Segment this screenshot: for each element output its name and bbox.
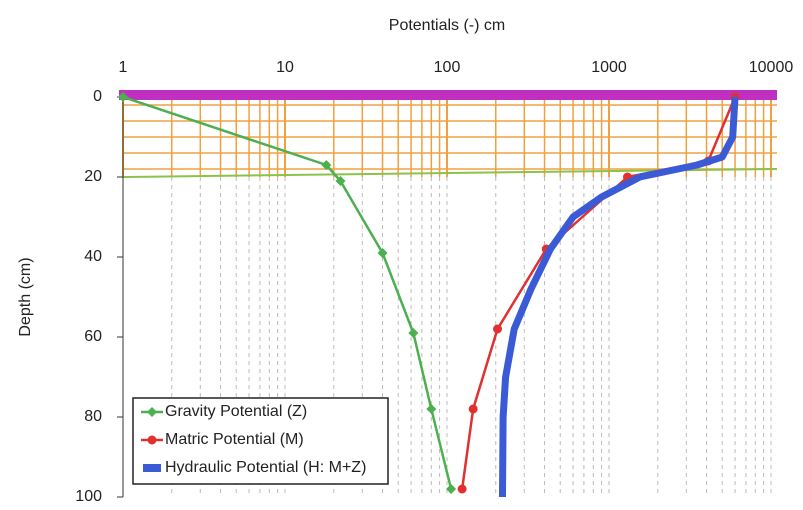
marker	[118, 92, 128, 102]
x-tick-label: 10	[276, 59, 294, 76]
y-tick-label: 80	[84, 408, 102, 425]
y-axis-label: Depth (cm)	[17, 257, 34, 336]
y-tick-label: 40	[84, 248, 102, 265]
legend-label: Hydraulic Potential (H: M+Z)	[165, 459, 366, 476]
x-tick-label: 100	[434, 59, 461, 76]
legend-label: Matric Potential (M)	[165, 431, 304, 448]
marker	[408, 328, 419, 338]
marker	[446, 484, 457, 494]
chart-title: Potentials (-) cm	[389, 17, 505, 34]
y-tick-label: 20	[84, 168, 102, 185]
legend-swatch	[147, 407, 157, 417]
x-tick-label: 1000	[591, 59, 627, 76]
x-tick-label: 10000	[749, 59, 794, 76]
marker	[426, 404, 437, 414]
surface-band	[119, 90, 777, 100]
marker	[335, 176, 346, 186]
legend-box	[132, 397, 389, 485]
y-tick-label: 0	[93, 88, 102, 105]
marker	[493, 324, 503, 334]
series-line	[498, 96, 739, 498]
y-tick-label: 100	[75, 488, 102, 505]
marker	[468, 404, 478, 414]
y-tick-label: 60	[84, 328, 102, 345]
x-tick-label: 1	[119, 59, 128, 76]
legend-swatch	[143, 464, 161, 472]
marker	[321, 160, 332, 170]
legend-label: Gravity Potential (Z)	[165, 403, 307, 420]
legend-swatch	[147, 435, 157, 445]
marker	[377, 248, 388, 258]
marker	[457, 484, 467, 494]
